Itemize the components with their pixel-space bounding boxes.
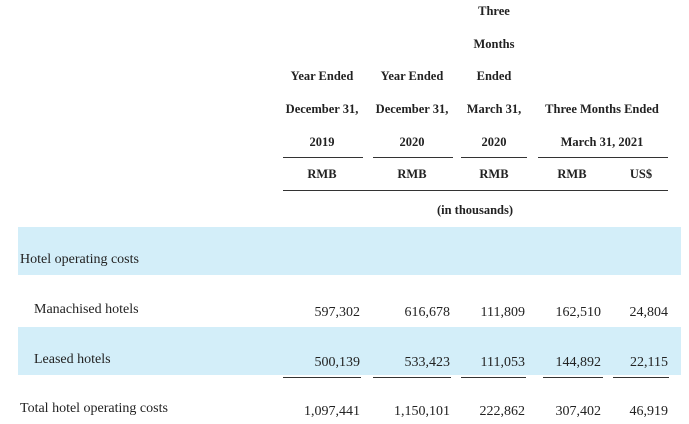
header-rule-c45 <box>538 157 668 158</box>
header-c2-line1: Year Ended <box>380 69 444 83</box>
header-c2-line3: 2020 <box>399 135 425 149</box>
total-value-2019: 1,097,441 <box>304 404 360 419</box>
header-c3-line2: Months <box>473 37 515 51</box>
header-c3-line1: Three <box>478 4 510 18</box>
subtotal-rule-c2 <box>373 377 451 378</box>
header-rule-c3 <box>461 157 527 158</box>
band-hotel-operating-costs <box>18 227 681 275</box>
leased-value-mar2020: 111,053 <box>480 355 525 370</box>
subtotal-rule-c4 <box>543 377 603 378</box>
leased-value-2019: 500,139 <box>314 355 361 370</box>
header-c1-line1: Year Ended <box>290 69 354 83</box>
row-label-total-hotel-operating-costs: Total hotel operating costs <box>20 401 168 416</box>
total-value-mar2021-rmb: 307,402 <box>555 404 602 419</box>
subtotal-rule-c5 <box>613 377 669 378</box>
header-c1-line3: 2019 <box>309 135 335 149</box>
subtotal-rule-c1 <box>283 377 361 378</box>
leased-value-mar2021-rmb: 144,892 <box>555 355 602 370</box>
unit-note: (in thousands) <box>436 203 514 217</box>
header-rule-c2 <box>373 157 453 158</box>
manachised-value-mar2021-rmb: 162,510 <box>555 305 602 320</box>
header-c1-line2: December 31, <box>285 102 359 116</box>
subtotal-rule-c3 <box>461 377 526 378</box>
row-label-manachised-hotels: Manachised hotels <box>34 302 139 317</box>
total-value-mar2020: 222,862 <box>479 404 526 419</box>
leased-value-2020: 533,423 <box>404 355 451 370</box>
header-c45-line2: March 31, 2021 <box>560 135 644 149</box>
manachised-value-mar2020: 111,809 <box>480 305 525 320</box>
manachised-value-2020: 616,678 <box>404 305 451 320</box>
header-c3-line4: March 31, <box>466 102 522 116</box>
currency-c3: RMB <box>479 167 509 181</box>
currency-c4: RMB <box>557 167 587 181</box>
header-c3-line3: Ended <box>476 69 512 83</box>
band-leased-hotels <box>18 327 681 375</box>
row-label-hotel-operating-costs: Hotel operating costs <box>20 252 139 267</box>
currency-c1: RMB <box>307 167 337 181</box>
total-value-mar2021-usd: 46,919 <box>629 404 669 419</box>
currency-rule <box>283 190 668 191</box>
currency-c2: RMB <box>397 167 427 181</box>
leased-value-mar2021-usd: 22,115 <box>630 355 668 370</box>
manachised-value-2019: 597,302 <box>314 305 361 320</box>
manachised-value-mar2021-usd: 24,804 <box>629 305 669 320</box>
total-value-2020: 1,150,101 <box>394 404 450 419</box>
header-c45-line1: Three Months Ended <box>545 102 659 116</box>
row-label-leased-hotels: Leased hotels <box>34 352 111 367</box>
header-rule-c1 <box>283 157 363 158</box>
currency-c5: US$ <box>629 167 653 181</box>
header-c2-line2: December 31, <box>375 102 449 116</box>
header-c3-line5: 2020 <box>481 135 507 149</box>
